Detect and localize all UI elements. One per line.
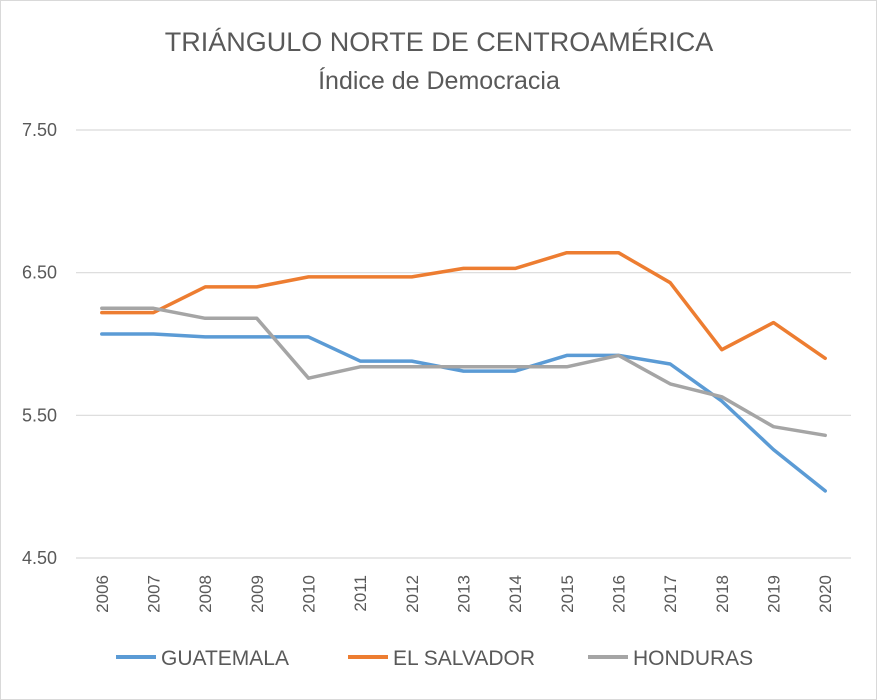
legend: GUATEMALA EL SALVADOR HONDURAS — [116, 647, 753, 670]
x-tick-label: 2006 — [93, 575, 112, 613]
x-tick-label: 2010 — [300, 575, 319, 613]
x-tick-label: 2019 — [765, 575, 784, 613]
series-line-el-salvador — [100, 250, 827, 361]
y-axis-ticks: 7.50 6.50 5.50 4.50 — [22, 120, 57, 568]
x-tick-label: 2011 — [351, 575, 370, 612]
legend-label-el-salvador: EL SALVADOR — [393, 647, 535, 670]
series-line-honduras — [100, 306, 827, 438]
x-tick-label: 2016 — [610, 575, 629, 613]
y-tick-label: 6.50 — [22, 263, 57, 283]
y-tick-label: 5.50 — [22, 405, 57, 425]
chart-title: TRIÁNGULO NORTE DE CENTROAMÉRICA — [165, 27, 714, 57]
x-tick-label: 2009 — [248, 575, 267, 613]
gridlines — [76, 129, 851, 559]
x-axis-ticks: 2006 2007 2008 2009 2010 2011 2012 2013 2014 2015… — [93, 575, 835, 613]
x-tick-label: 2013 — [455, 575, 474, 613]
x-tick-label: 2020 — [816, 575, 835, 613]
x-tick-label: 2012 — [403, 575, 422, 613]
legend-label-honduras: HONDURAS — [633, 647, 753, 670]
legend-label-guatemala: GUATEMALA — [161, 647, 289, 670]
x-tick-label: 2008 — [196, 575, 215, 613]
y-tick-label: 4.50 — [22, 548, 57, 568]
x-tick-label: 2007 — [145, 575, 164, 613]
x-tick-label: 2014 — [506, 575, 525, 613]
series-line-guatemala — [100, 332, 827, 493]
x-tick-label: 2015 — [558, 575, 577, 613]
x-tick-label: 2018 — [713, 575, 732, 613]
chart-subtitle: Índice de Democracia — [318, 66, 560, 95]
series-lines — [100, 250, 827, 493]
x-tick-label: 2017 — [661, 575, 680, 613]
y-tick-label: 7.50 — [22, 120, 57, 140]
